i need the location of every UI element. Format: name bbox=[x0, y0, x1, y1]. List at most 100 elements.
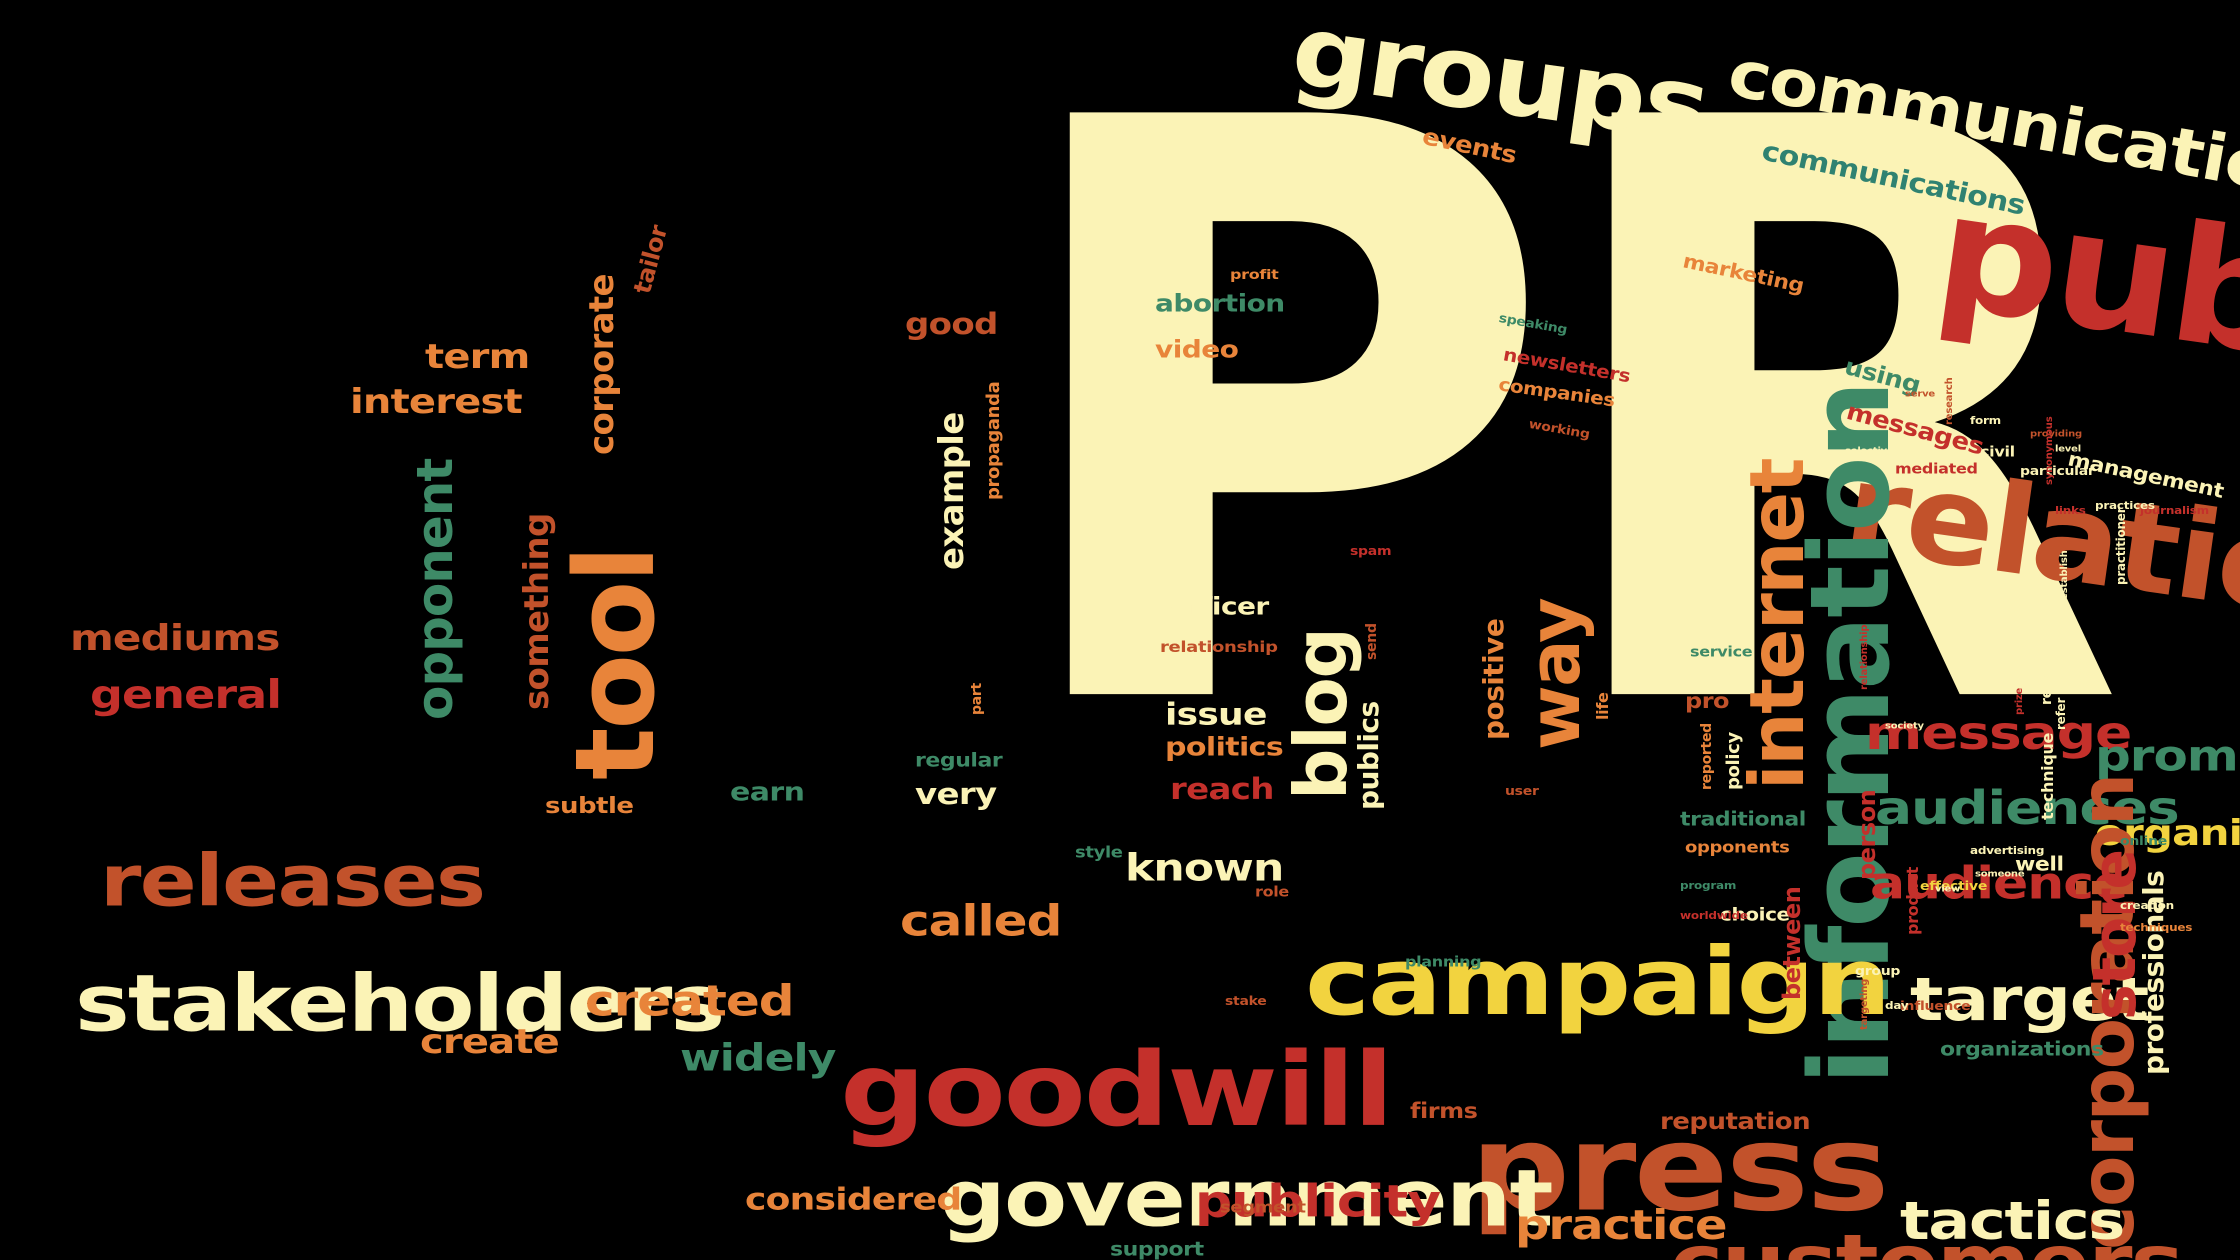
word-opponents: opponents bbox=[1685, 838, 1790, 858]
word-technique: technique bbox=[2038, 732, 2057, 820]
word-view: view bbox=[1935, 884, 1961, 894]
word-refer: refer bbox=[2054, 697, 2068, 730]
word-organization: organization bbox=[2095, 811, 2240, 854]
word-relationship: relationship bbox=[1160, 638, 1278, 657]
word-group: group bbox=[1855, 964, 1901, 979]
word-propaganda: propaganda bbox=[983, 381, 1004, 500]
word-publicity: publicity bbox=[1195, 1176, 1441, 1228]
word-opponent: opponent bbox=[406, 458, 464, 720]
word-establish: establish bbox=[2059, 550, 2070, 600]
word-customers: customers bbox=[1670, 1225, 2184, 1260]
word-press: press bbox=[1470, 1099, 1890, 1239]
word-message: message bbox=[1865, 705, 2132, 761]
word-selectively: selectively bbox=[1845, 446, 1904, 456]
word-product: product bbox=[1903, 866, 1922, 935]
word-support: support bbox=[1110, 1238, 1204, 1260]
word-regular: regular bbox=[915, 750, 1003, 772]
word-audiences: audiences bbox=[1875, 780, 2180, 836]
word-firms: firms bbox=[1410, 1098, 1478, 1124]
word-campaign: campaign bbox=[1305, 927, 1891, 1037]
word-subtle: subtle bbox=[545, 793, 634, 819]
word-links: links bbox=[2055, 504, 2086, 517]
word-service: service bbox=[1690, 643, 1753, 661]
word-spam: spam bbox=[1350, 544, 1392, 559]
word-day: day bbox=[1885, 999, 1909, 1012]
word-mediums: mediums bbox=[70, 616, 280, 659]
word-blog: blog bbox=[1279, 628, 1363, 800]
word-releases: releases bbox=[100, 839, 486, 923]
word-research: research bbox=[1944, 377, 1955, 425]
word-send: send bbox=[1364, 623, 1380, 660]
word-rely: rely bbox=[2039, 675, 2055, 705]
word-practice: practice bbox=[1515, 1201, 1728, 1250]
word-program: program bbox=[1680, 879, 1737, 892]
word-widely: widely bbox=[680, 1036, 836, 1080]
word-politics: politics bbox=[1165, 732, 1284, 763]
word-influence: influence bbox=[1900, 999, 1971, 1014]
word-general: general bbox=[90, 671, 282, 718]
word-part: part bbox=[969, 683, 985, 715]
word-profit: profit bbox=[1230, 266, 1279, 283]
word-good: good bbox=[905, 307, 998, 342]
word-online: online bbox=[2120, 834, 2167, 849]
word-mediated: mediated bbox=[1895, 460, 1978, 478]
word-policy: policy bbox=[1723, 732, 1744, 790]
word-planning: planning bbox=[1405, 953, 1482, 971]
word-someone: someone bbox=[1975, 869, 2025, 879]
word-called: called bbox=[900, 896, 1062, 946]
word-advertising: advertising bbox=[1970, 844, 2045, 857]
word-client: client bbox=[1695, 384, 1763, 560]
word-interest: interest bbox=[350, 382, 523, 422]
word-relationship: relationship bbox=[1859, 624, 1870, 690]
word-level: level bbox=[2055, 444, 2081, 454]
word-user: user bbox=[1505, 784, 1539, 799]
word-creation: creation bbox=[2120, 899, 2174, 912]
word-tool: tool bbox=[551, 547, 679, 780]
word-style: style bbox=[1075, 843, 1123, 863]
word-pr: PR bbox=[1000, 0, 2127, 884]
word-particular: particular bbox=[2020, 464, 2095, 479]
word-segment: segment bbox=[1220, 1198, 1306, 1218]
word-tailor: tailor bbox=[628, 222, 674, 297]
word-positive: positive bbox=[1477, 618, 1510, 740]
word-earn: earn bbox=[730, 777, 805, 808]
word-serve: serve bbox=[1905, 389, 1935, 399]
word-example: example bbox=[932, 412, 972, 570]
word-publics: publics bbox=[1352, 701, 1385, 810]
word-practices: practices bbox=[2095, 499, 2155, 512]
word-video: video bbox=[1155, 335, 1239, 364]
word-stake: stake bbox=[1225, 994, 1267, 1009]
word-pro: pro bbox=[1685, 688, 1730, 714]
word-providing: providing bbox=[2030, 429, 2082, 439]
word-goodwill: goodwill bbox=[840, 1031, 1394, 1150]
word-techniques: techniques bbox=[2120, 921, 2193, 934]
word-journalism: journalism bbox=[2140, 504, 2209, 517]
word-reach: reach bbox=[1170, 772, 1274, 807]
word-reported: reported bbox=[1699, 723, 1715, 790]
word-government: government bbox=[940, 1153, 1553, 1245]
word-society: society bbox=[1885, 721, 1924, 731]
word-way: way bbox=[1514, 598, 1596, 750]
word-worldwide: worldwide bbox=[1680, 909, 1748, 922]
word-term: term bbox=[425, 337, 530, 377]
word-organizations: organizations bbox=[1940, 1038, 2104, 1061]
word-choice: choice bbox=[1720, 903, 1790, 925]
word-stakeholders: stakeholders bbox=[75, 958, 725, 1050]
word-life: life bbox=[1593, 692, 1612, 720]
word-synonymous: synonymous bbox=[2044, 416, 2055, 485]
word-civil: civil bbox=[1980, 443, 2015, 461]
word-effective: effective bbox=[1920, 879, 1988, 894]
word-prize: prize bbox=[2014, 687, 2025, 715]
word-very: very bbox=[915, 777, 997, 812]
word-issue: issue bbox=[1165, 697, 1267, 733]
word-promoting: promoting bbox=[2095, 731, 2240, 781]
word-something: something bbox=[517, 513, 557, 710]
word-person: person bbox=[1853, 789, 1881, 880]
word-practitioner: practitioner bbox=[2114, 507, 2128, 585]
word-audience: audience bbox=[1870, 858, 2128, 910]
word-tactics: tactics bbox=[1900, 1189, 2125, 1252]
word-targeting: targeting bbox=[1859, 978, 1870, 1030]
word-reputation: reputation bbox=[1660, 1108, 1811, 1136]
word-role: role bbox=[1255, 883, 1289, 901]
